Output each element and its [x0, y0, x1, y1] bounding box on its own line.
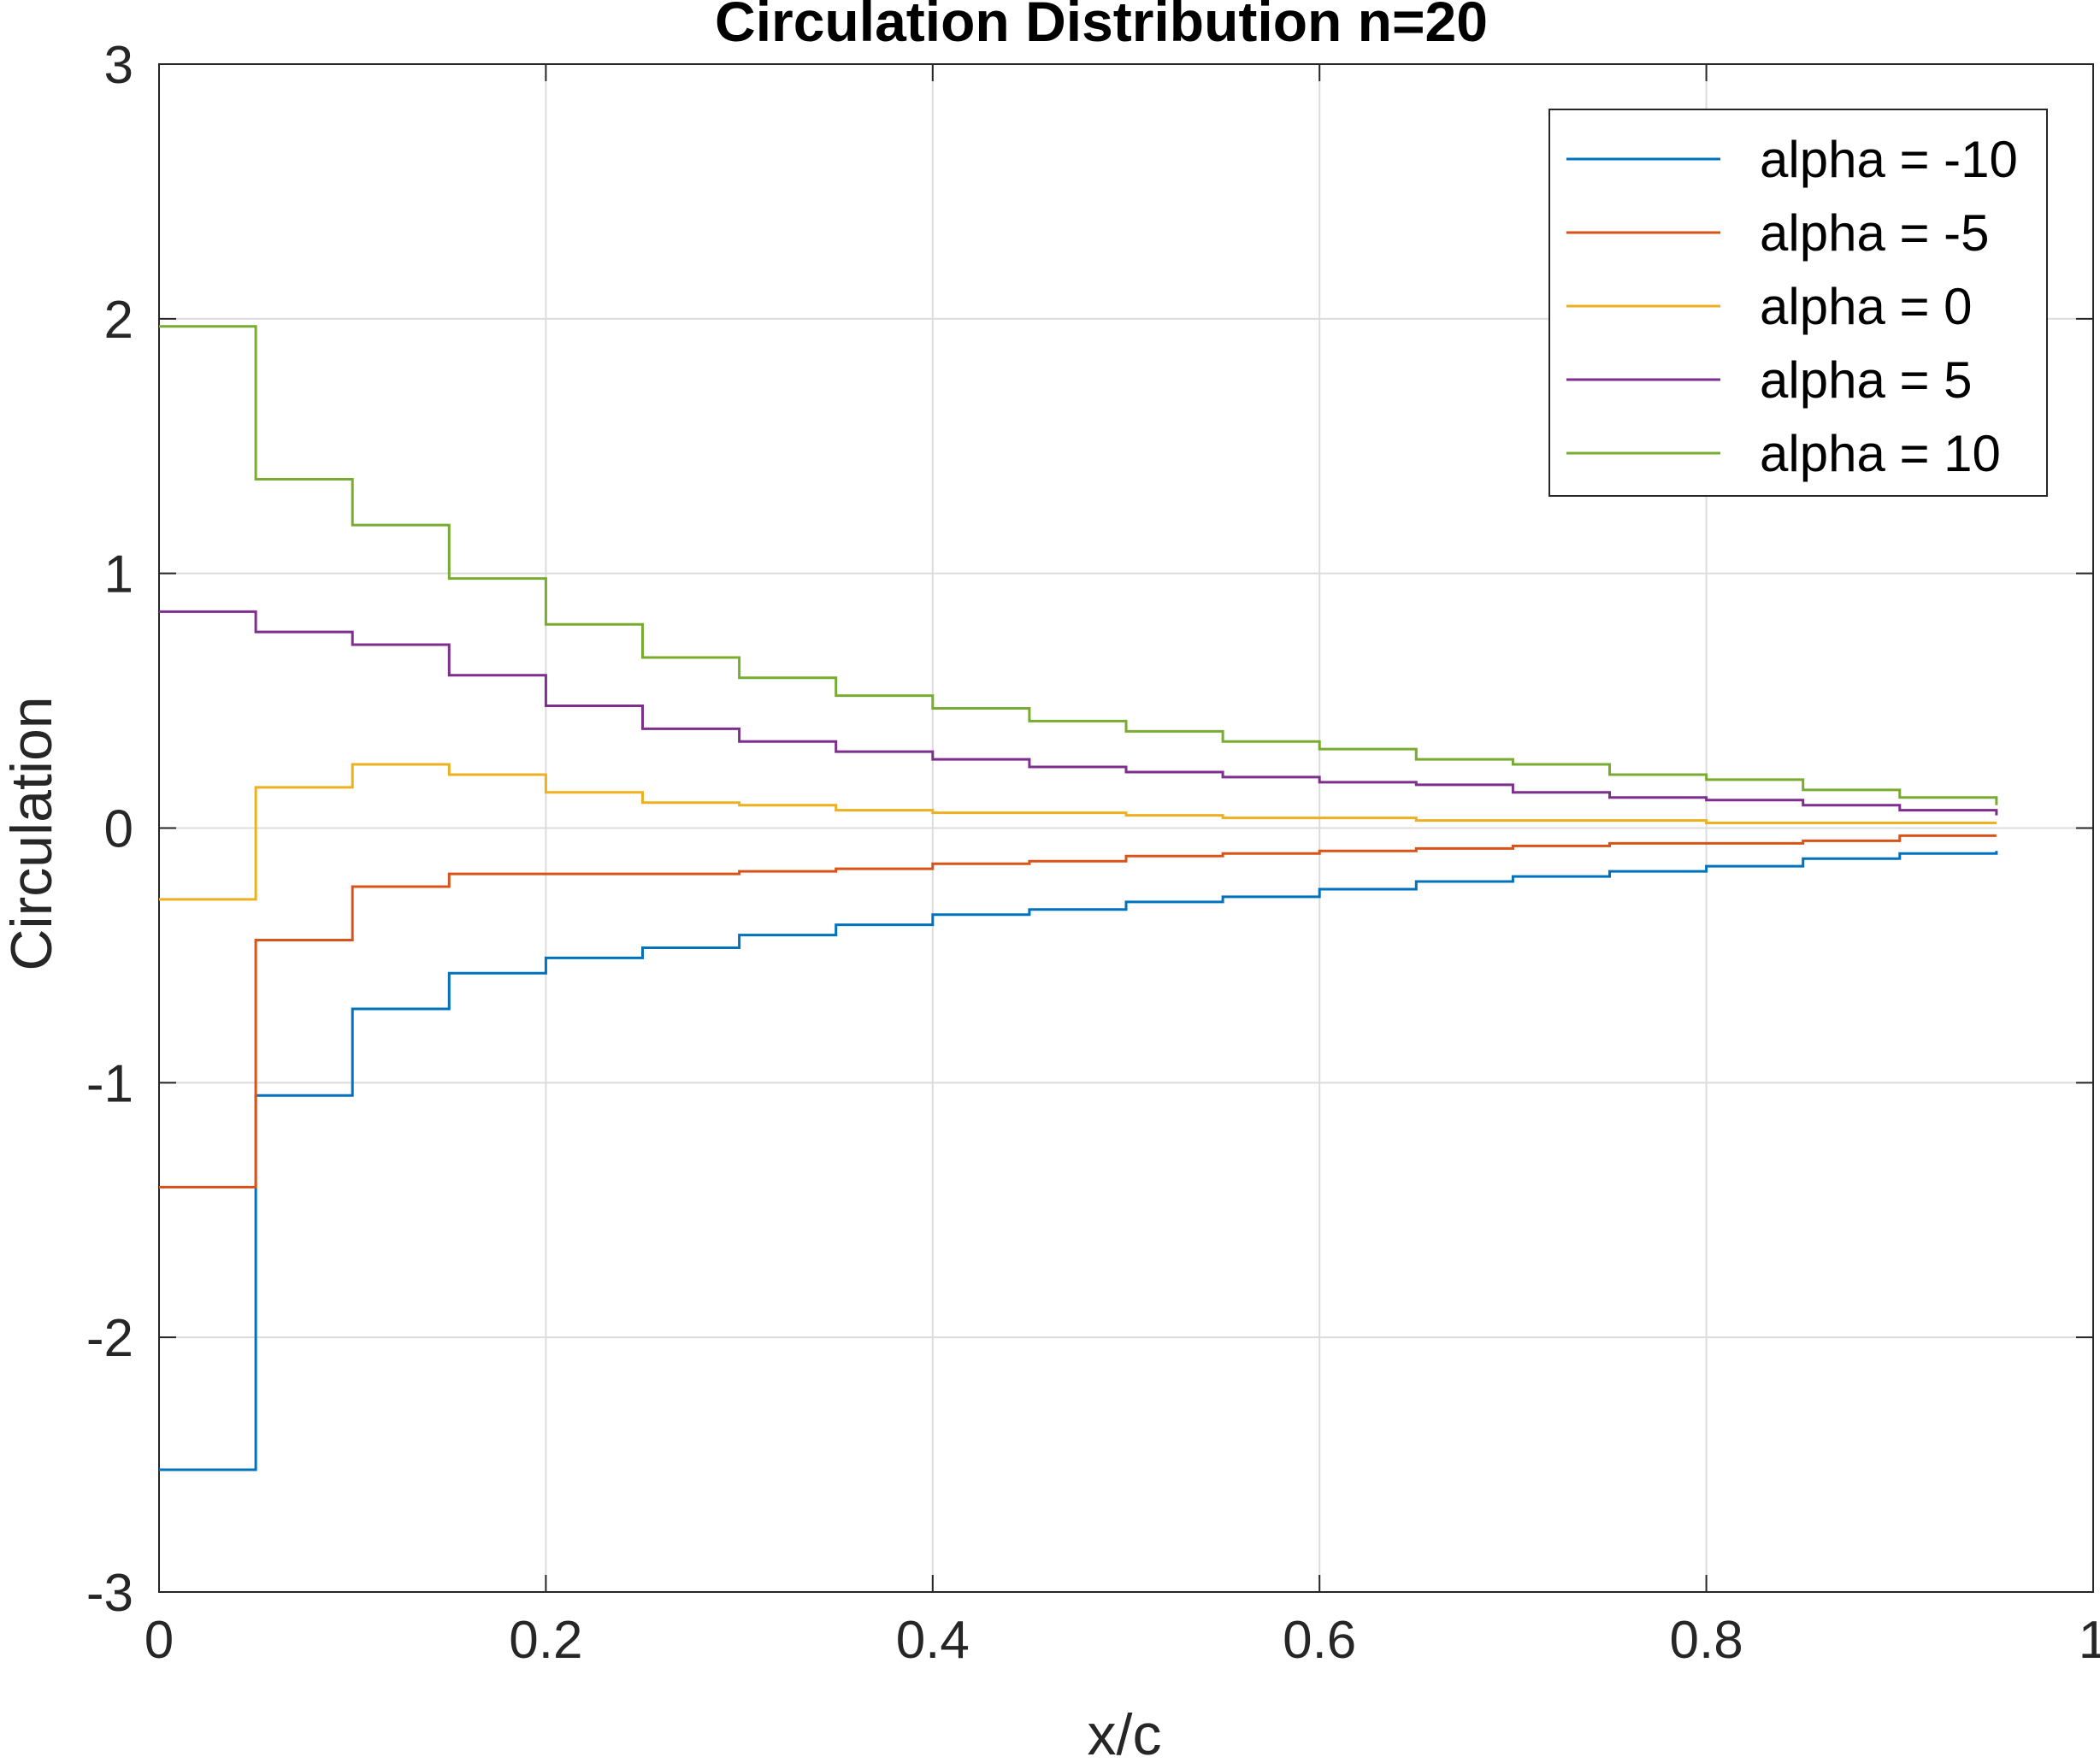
y-tick-label: 0 [104, 800, 133, 859]
legend-label: alpha = -10 [1760, 131, 2018, 188]
legend-label: alpha = 0 [1760, 278, 1973, 335]
x-tick-labels: 0 0.2 0.4 0.6 0.8 1 [145, 1611, 2100, 1670]
legend-box [1548, 109, 2048, 497]
legend-label: alpha = -5 [1760, 204, 1990, 262]
y-tick-label: 2 [104, 291, 133, 350]
legend: alpha = -10 alpha = -5 alpha = 0 alpha = 5 a… [1548, 109, 2048, 497]
legend-label: alpha = 5 [1760, 351, 1973, 409]
tick-marks [158, 63, 2094, 1593]
series-line-alpha-5 [159, 834, 1997, 1188]
x-tick-label: 0.4 [896, 1611, 970, 1670]
series-line-alpha-10 [159, 325, 1998, 805]
series-line-alpha-5 [159, 610, 1998, 816]
x-axis-label: x/c [1088, 1702, 1162, 1763]
x-tick-label: 0.2 [509, 1611, 582, 1670]
x-tick-label: 0 [145, 1611, 174, 1670]
y-tick-label: -3 [86, 1564, 133, 1623]
series-line-alpha-10 [159, 851, 1998, 1471]
x-tick-label: 0.6 [1283, 1611, 1356, 1670]
y-tick-label: -1 [86, 1054, 133, 1113]
x-tick-label: 0.8 [1669, 1611, 1743, 1670]
legend-label: alpha = 10 [1760, 425, 2001, 482]
series-lines [159, 325, 1998, 1471]
x-tick-label: 1 [2079, 1611, 2100, 1670]
y-tick-label: 3 [104, 36, 133, 95]
grid-lines [159, 64, 2093, 1592]
y-tick-label: 1 [104, 545, 133, 604]
y-tick-label: -2 [86, 1309, 133, 1368]
y-axis-label: Circulation [0, 696, 64, 970]
series-line-alpha-0 [159, 763, 1997, 901]
chart-title: Circulation Distribution n=20 [715, 0, 1488, 53]
y-tick-labels: 3 2 1 0 -1 -2 -3 [86, 36, 133, 1623]
